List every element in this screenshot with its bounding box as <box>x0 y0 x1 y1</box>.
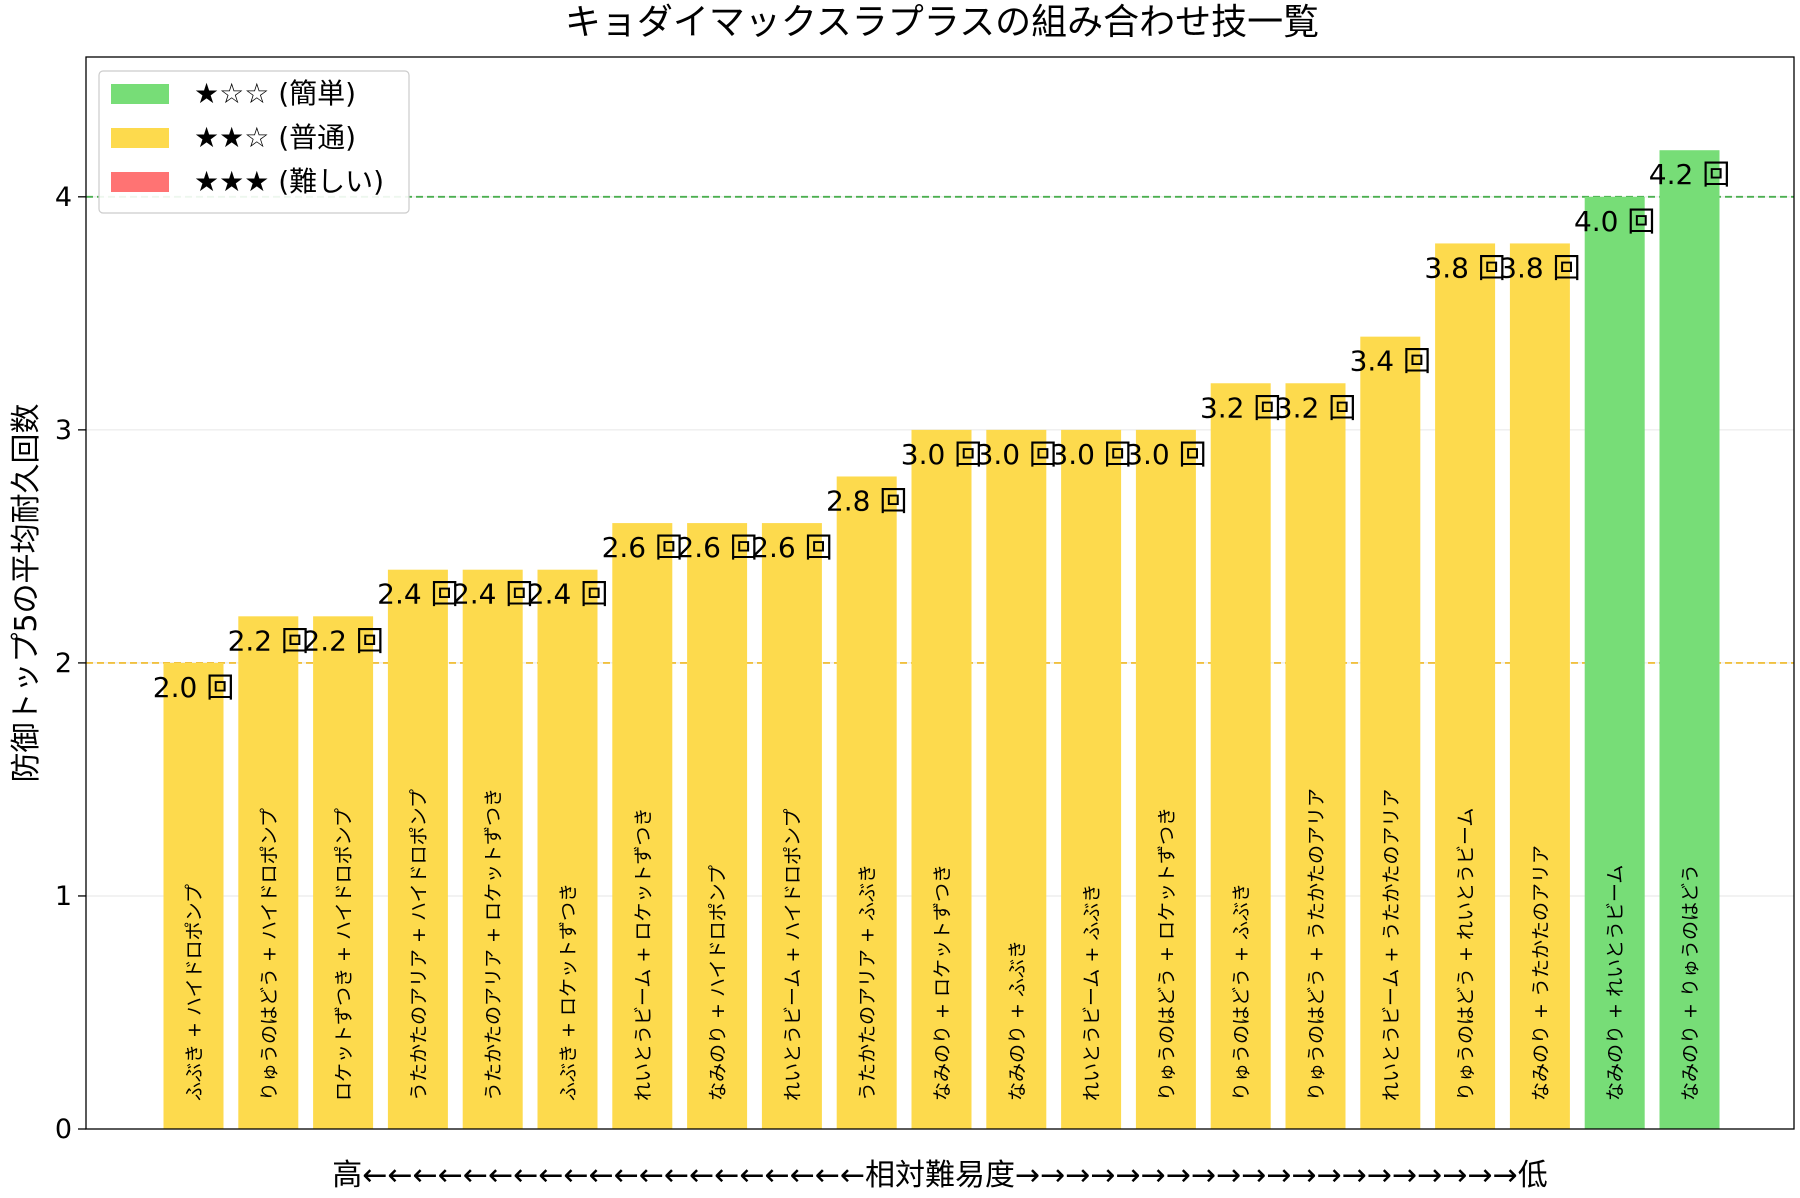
bar <box>537 569 598 1129</box>
bars <box>163 150 1720 1130</box>
bar-category-label: ふぶき + ハイドロポンプ <box>184 884 206 1101</box>
bar-category-label: れいとうビーム + うたかたのアリア <box>1380 789 1402 1101</box>
bar-value-label: 2.4 回 <box>452 578 533 611</box>
bar-value-label: 2.4 回 <box>377 578 458 611</box>
bar-value-label: 2.4 回 <box>527 578 608 611</box>
bar-category-label: なみのり + ロケットずつき <box>932 864 954 1101</box>
bar-value-label: 2.2 回 <box>228 624 309 657</box>
bar-value-label: 2.6 回 <box>751 531 832 564</box>
bar-category-label: ロケットずつき + ハイドロポンプ <box>333 808 355 1101</box>
bar-category-label: うたかたのアリア + ロケットずつき <box>483 788 505 1101</box>
bar <box>387 569 448 1129</box>
x-axis-label: 高←←←←←←←←←←←←←←←←←←←←相対難易度→→→→→→→→→→→→→→… <box>332 1158 1547 1193</box>
bar-category-label: りゅうのはどう + ハイドロポンプ <box>258 808 280 1101</box>
bar-value-label: 3.0 回 <box>976 438 1057 471</box>
bar-value-label: 4.2 回 <box>1649 158 1730 191</box>
bar <box>1659 150 1720 1129</box>
bar-category-label: れいとうビーム + ロケットずつき <box>632 808 654 1101</box>
bar <box>1061 429 1122 1129</box>
bar-category-label: なみのり + りゅうのはどう <box>1680 864 1702 1101</box>
bar-category-label: なみのり + ハイドロポンプ <box>707 865 729 1101</box>
bar-value-label: 2.8 回 <box>826 484 907 517</box>
bar-category-label: れいとうビーム + ふぶき <box>1081 884 1103 1101</box>
bar <box>313 616 374 1129</box>
bar-value-label: 2.2 回 <box>302 624 383 657</box>
bar-value-label: 3.2 回 <box>1275 391 1356 424</box>
bar-value-label: 3.4 回 <box>1350 345 1431 378</box>
legend: ★☆☆ (簡単) ★★☆ (普通) ★★★ (難しい) <box>98 70 410 214</box>
bar-category-label: れいとうビーム + ハイドロポンプ <box>782 809 804 1101</box>
y-tick-label: 2 <box>55 648 72 679</box>
bar <box>1135 429 1196 1129</box>
bar-value-label: 3.8 回 <box>1424 251 1505 284</box>
bar <box>462 569 523 1129</box>
bar-category-label: なみのり + れいとうビーム <box>1605 865 1627 1101</box>
bar-category-labels: ふぶき + ハイドロポンプ りゅうのはどう + ハイドロポンプ ロケットずつき + … <box>184 788 1702 1101</box>
y-tick-label: 1 <box>55 881 72 912</box>
y-tick-label: 4 <box>55 182 72 213</box>
bar-category-label: なみのり + うたかたのアリア <box>1530 845 1552 1101</box>
bar <box>1509 243 1570 1129</box>
bar <box>238 616 299 1129</box>
bar-category-label: りゅうのはどう + れいとうビーム <box>1455 808 1477 1101</box>
bar-value-label: 3.0 回 <box>1050 438 1131 471</box>
bar <box>1435 243 1496 1129</box>
plot-frame <box>85 56 1795 1130</box>
y-axis-label: 防御トップ5の平均耐久回数 <box>9 403 44 782</box>
bar-category-label: うたかたのアリア + ふぶき <box>857 864 879 1101</box>
legend-swatch <box>111 84 169 104</box>
bar <box>911 429 972 1129</box>
bar <box>986 429 1047 1129</box>
legend-swatch <box>111 172 169 192</box>
bar-category-label: りゅうのはどう + ふぶき <box>1231 883 1253 1101</box>
bar <box>687 523 748 1129</box>
bar <box>1584 196 1645 1130</box>
bar-category-label: うたかたのアリア + ハイドロポンプ <box>408 789 430 1101</box>
bar-category-label: ふぶき + ロケットずつき <box>558 883 580 1101</box>
bar-value-label: 2.0 回 <box>153 671 234 704</box>
bar-value-label: 3.2 回 <box>1200 391 1281 424</box>
legend-label: ★★★ (難しい) <box>194 165 384 198</box>
bar <box>612 523 673 1129</box>
chart-title: キョダイマックスラプラスの組み合わせ技一覧 <box>565 2 1319 43</box>
bar-value-label: 4.0 回 <box>1574 205 1655 238</box>
bar-category-label: なみのり + ふぶき <box>1006 940 1028 1101</box>
bar <box>1210 383 1271 1129</box>
bar <box>1285 383 1346 1129</box>
bar-value-label: 3.8 回 <box>1499 251 1580 284</box>
bar <box>163 662 224 1129</box>
bar <box>836 476 897 1129</box>
value-labels: 2.0 回2.2 回2.2 回2.4 回2.4 回2.4 回2.6 回2.6 回… <box>153 158 1730 704</box>
bar-value-label: 3.0 回 <box>901 438 982 471</box>
bar-value-label: 2.6 回 <box>602 531 683 564</box>
bar-value-label: 3.0 回 <box>1125 438 1206 471</box>
bar <box>1360 336 1421 1129</box>
bar-category-label: りゅうのはどう + ロケットずつき <box>1156 807 1178 1101</box>
bar <box>761 523 822 1129</box>
y-axis-ticks: 0 1 2 3 4 <box>55 182 86 1145</box>
bar-value-label: 2.6 回 <box>676 531 757 564</box>
bar-category-label: りゅうのはどう + うたかたのアリア <box>1306 788 1328 1101</box>
legend-swatch <box>111 128 169 148</box>
legend-box <box>98 70 410 214</box>
legend-label: ★☆☆ (簡単) <box>194 77 356 110</box>
legend-label: ★★☆ (普通) <box>194 121 356 154</box>
reference-lines <box>86 195 1794 664</box>
y-tick-label: 3 <box>55 415 72 446</box>
y-tick-label: 0 <box>55 1114 72 1145</box>
